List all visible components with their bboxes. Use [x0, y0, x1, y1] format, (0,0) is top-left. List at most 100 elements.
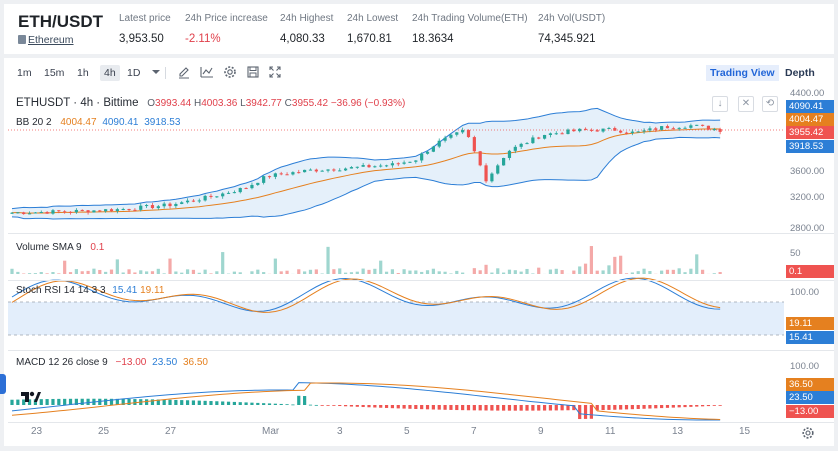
close-icon[interactable]: ✕ — [738, 96, 754, 112]
macd-hist-bar — [115, 398, 119, 405]
candle-body — [390, 163, 395, 166]
volume-bar — [285, 270, 289, 274]
date-axis-label: 23 — [31, 426, 43, 437]
dropdown-arrow-icon[interactable] — [149, 65, 163, 79]
candle-body — [156, 206, 160, 209]
macd-hist-bar — [414, 405, 418, 409]
volume-bar — [209, 273, 213, 274]
candle-body — [10, 212, 14, 214]
macd-hist-bar — [303, 396, 307, 405]
stoch-band-fill — [8, 302, 784, 335]
stat-value: 1,670.81 — [347, 33, 392, 45]
macd-hist-bar — [671, 405, 675, 408]
stat-value: 18.3634 — [412, 33, 454, 45]
depth-button[interactable]: Depth — [785, 67, 815, 79]
macd-hist-bar — [431, 405, 435, 410]
reset-icon[interactable]: ⟲ — [762, 96, 778, 112]
candle-body — [109, 209, 114, 212]
volume-bar — [537, 267, 541, 274]
volume-bar — [373, 268, 377, 274]
candle-body — [343, 168, 348, 171]
candle-body — [654, 128, 658, 130]
pane-divider — [8, 280, 834, 281]
candle-body — [572, 129, 576, 132]
macd-hist-bar — [273, 403, 277, 405]
volume-bar — [507, 269, 512, 274]
bb-legend: BB 20 2 4004.47 4090.41 3918.53 — [16, 117, 180, 128]
candle-body — [279, 173, 283, 175]
macd-hist-bar — [700, 405, 705, 407]
macd-hist-bar — [654, 405, 658, 409]
candle-body — [349, 167, 354, 169]
ticker-header: ETH/USDT Ethereum Latest price 3,953.50 … — [4, 4, 834, 54]
ohlc-open: 3993.44 — [155, 98, 192, 109]
volume-bar — [677, 268, 681, 274]
drawing-pen-icon[interactable] — [177, 65, 191, 79]
macd-hist-bar — [279, 403, 283, 405]
stat-label: 24h Trading Volume(ETH) — [412, 13, 528, 24]
timeframe-1m[interactable]: 1m — [17, 67, 32, 79]
candle-body — [308, 169, 313, 171]
macd-hist-bar — [320, 405, 324, 406]
candle-body — [127, 209, 131, 211]
candle-body — [507, 150, 512, 158]
volume-bar — [80, 271, 84, 274]
bb-middle-value: 4004.47 — [60, 117, 97, 128]
macd-hist-bar — [531, 405, 535, 411]
timeframe-15m[interactable]: 15m — [44, 67, 65, 79]
volume-bar — [718, 272, 722, 274]
stat-24h-lowest: 24h Lowest 1,670.81 — [347, 13, 398, 47]
volume-bar — [490, 272, 494, 274]
timeframe-1h[interactable]: 1h — [77, 67, 89, 79]
fullscreen-icon[interactable] — [268, 65, 282, 79]
trading-view-button[interactable]: Trading View — [706, 65, 779, 81]
candle-body — [630, 131, 634, 133]
ohlc-close-label: C — [284, 98, 292, 109]
macd-hist-tag: −13.00 — [786, 405, 834, 418]
scroll-down-icon[interactable]: ↓ — [712, 96, 728, 112]
settings-gear-icon[interactable] — [223, 65, 237, 79]
candle-body — [420, 153, 424, 161]
coin-name-link[interactable]: Ethereum — [28, 34, 74, 46]
macd-hist-bar — [408, 405, 412, 409]
candle-body — [607, 128, 611, 130]
candle-body — [519, 143, 523, 147]
volume-bar — [443, 271, 447, 274]
candle-body — [642, 130, 646, 132]
candle-body — [180, 202, 184, 204]
date-axis-label: 11 — [605, 426, 616, 437]
macd-hist-bar — [45, 399, 49, 405]
macd-hist-bar — [33, 399, 38, 405]
side-panel-handle[interactable] — [0, 374, 6, 394]
candle-body — [683, 127, 687, 129]
macd-hist-bar — [484, 405, 488, 411]
macd-hist-bar — [478, 405, 482, 411]
macd-hist-bar — [63, 398, 67, 405]
candle-body — [39, 212, 43, 214]
macd-line-tag: 23.50 — [786, 391, 834, 404]
candle-body — [443, 137, 447, 141]
indicator-icon[interactable] — [200, 65, 214, 79]
macd-hist-bar — [338, 405, 342, 407]
macd-hist-bar — [712, 405, 716, 406]
candle-body — [490, 173, 494, 182]
stat-label: Latest price — [119, 13, 171, 24]
candle-body — [677, 127, 681, 129]
timeframe-1d[interactable]: 1D — [127, 67, 141, 79]
save-icon[interactable] — [246, 65, 260, 79]
volume-bar — [361, 268, 365, 274]
axis-settings-gear-icon[interactable] — [801, 426, 815, 440]
volume-bar — [68, 272, 73, 274]
ohlc-high: 4003.36 — [201, 98, 238, 109]
volume-bar — [396, 272, 400, 274]
macd-hist-bar — [185, 400, 190, 405]
volume-bar — [191, 269, 196, 274]
macd-hist-bar — [525, 405, 529, 411]
macd-hist-bar — [221, 401, 225, 405]
volume-bar — [104, 271, 108, 274]
candle-body — [402, 162, 406, 164]
macd-hist-bar — [285, 404, 289, 406]
timeframe-4h[interactable]: 4h — [100, 65, 120, 81]
macd-legend: MACD 12 26 close 9 −13.00 23.50 36.50 — [16, 357, 208, 368]
price-chart[interactable] — [4, 58, 834, 446]
